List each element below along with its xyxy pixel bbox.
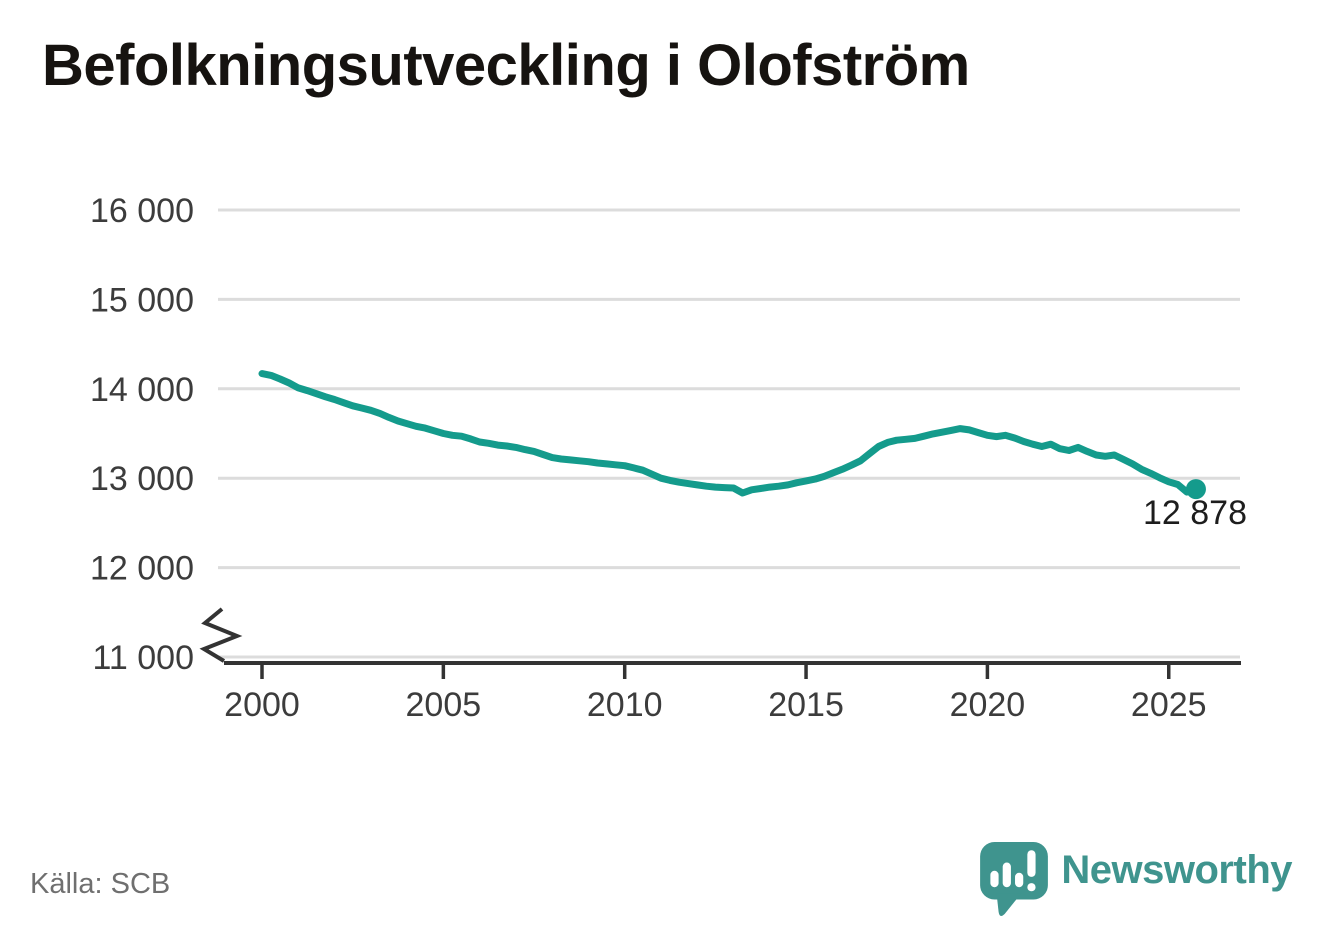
x-axis-tick-label: 2010	[587, 686, 663, 724]
newsworthy-logo: Newsworthy	[980, 842, 1292, 918]
y-axis-tick-label: 14 000	[90, 371, 194, 409]
axis-break-icon	[199, 607, 243, 663]
end-value-label: 12 878	[1143, 494, 1247, 532]
newsworthy-speech-bubble-chart-icon	[980, 842, 1049, 917]
population-line	[258, 370, 1200, 497]
page-title: Befolkningsutveckling i Olofström	[42, 33, 970, 98]
x-axis-tick-label: 2025	[1131, 686, 1207, 724]
y-axis-tick-label: 15 000	[90, 281, 194, 319]
x-axis-tick-label: 2020	[950, 686, 1026, 724]
x-axis-tick-label: 2015	[768, 686, 844, 724]
y-axis-tick-label: 16 000	[90, 192, 194, 230]
x-axis-tick-label: 2000	[224, 686, 300, 724]
y-axis-tick-label: 11 000	[93, 639, 194, 677]
y-axis-tick-label: 12 000	[90, 550, 194, 588]
x-axis-tick-label: 2005	[406, 686, 482, 724]
end-point-marker	[1185, 479, 1206, 500]
newsworthy-logo-text: Newsworthy	[1061, 848, 1292, 892]
y-axis-tick-label: 13 000	[90, 460, 194, 498]
source-text: Källa: SCB	[30, 868, 171, 900]
